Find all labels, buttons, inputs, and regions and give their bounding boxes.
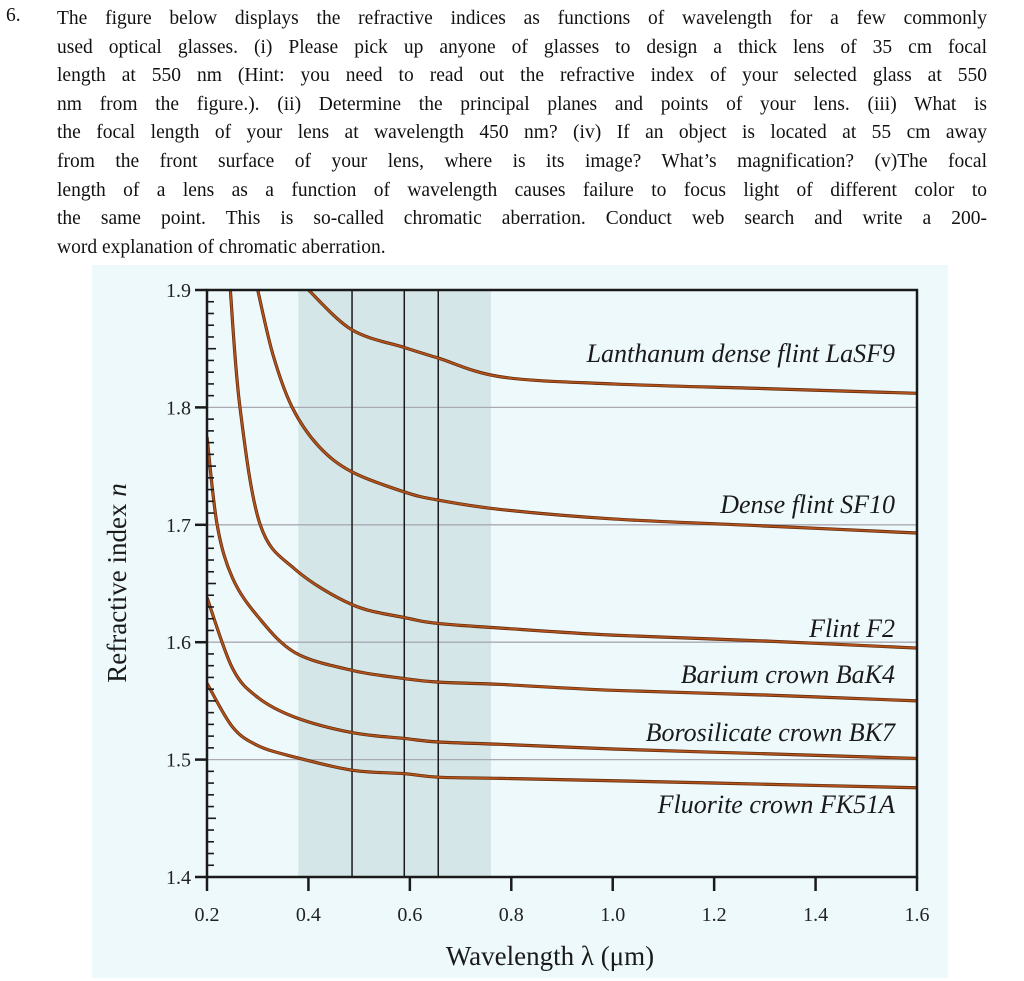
- series-label: Fluorite crown FK51A: [657, 790, 895, 819]
- question-line: length at 550 nm (Hint: you need to read…: [57, 65, 987, 87]
- y-axis-symbol: n: [102, 483, 132, 497]
- x-tick-label: 1.0: [600, 904, 625, 926]
- series-label: Barium crown BaK4: [681, 660, 895, 689]
- series-curve: [207, 436, 917, 702]
- x-axis-title: Wavelength λ (μm): [446, 941, 654, 971]
- x-tick-label: 0.4: [296, 904, 321, 926]
- y-axis-title: Refractive index n: [102, 483, 132, 682]
- series-curve: [229, 290, 917, 649]
- series-label: Lanthanum dense flint LaSF9: [586, 339, 895, 368]
- question-line: nm from the figure.). (ii) Determine the…: [57, 93, 987, 115]
- series-label: Flint F2: [808, 614, 895, 643]
- visible-spectrum-band: [298, 290, 491, 877]
- question-line: word explanation of chromatic aberration…: [57, 236, 386, 258]
- series-label: Borosilicate crown BK7: [646, 718, 896, 747]
- series-curve: [207, 597, 917, 760]
- x-tick-label: 0.8: [499, 904, 524, 926]
- question-line: used optical glasses. (i) Please pick up…: [57, 36, 987, 58]
- question-number: 6.: [6, 5, 21, 26]
- series-curve: [307, 290, 917, 395]
- series-label: Dense flint SF10: [719, 490, 895, 519]
- question-line: the focal length of your lens at wavelen…: [57, 122, 987, 144]
- question-line: from the front surface of your lens, whe…: [57, 150, 987, 172]
- y-tick-label: 1.8: [166, 397, 191, 419]
- series-curve: [207, 682, 917, 789]
- x-tick-label: 0.2: [195, 904, 220, 926]
- x-tick-label: 1.2: [702, 904, 727, 926]
- x-tick-label: 1.6: [905, 904, 930, 926]
- series-curve: [256, 290, 917, 534]
- refractive-index-figure: Lanthanum dense flint LaSF9 Dense flint S…: [92, 265, 948, 978]
- y-tick-label: 1.5: [166, 750, 191, 772]
- x-tick-label: 1.4: [803, 904, 828, 926]
- question-line: the same point. This is so-called chroma…: [57, 208, 987, 230]
- y-tick-label: 1.7: [166, 515, 191, 537]
- y-tick-label: 1.6: [166, 632, 191, 654]
- y-tick-label: 1.4: [166, 867, 191, 889]
- y-tick-label: 1.9: [166, 280, 191, 302]
- refractive-index-chart: Lanthanum dense flint LaSF9 Dense flint S…: [102, 280, 930, 971]
- x-tick-label: 0.6: [397, 904, 422, 926]
- question-line: length of a lens as a function of wavele…: [57, 179, 987, 201]
- question-line: The figure below displays the refractive…: [57, 8, 987, 29]
- question-text: The figure below displays the refractive…: [57, 5, 987, 262]
